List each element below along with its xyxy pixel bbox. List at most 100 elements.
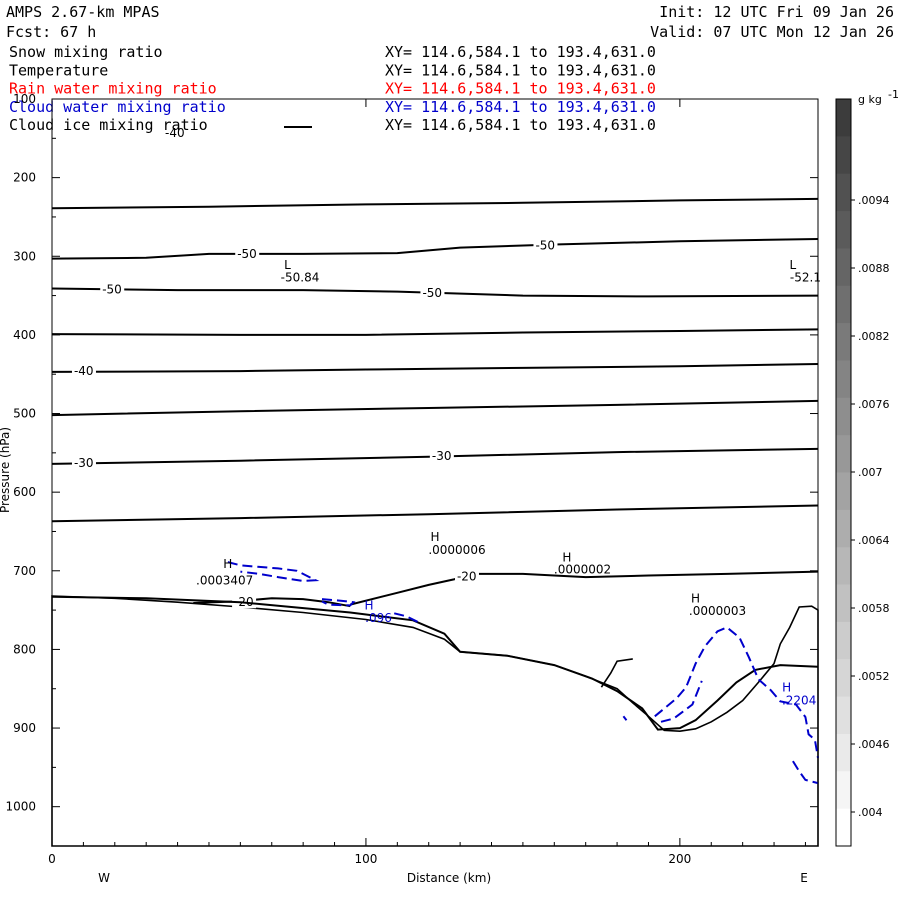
- legend-item-xy: XY= 114.6,584.1 to 193.4,631.0: [385, 80, 656, 98]
- high-marker: H: [365, 599, 374, 613]
- y-tick-label: 100: [13, 92, 36, 106]
- legend-item-name: Cloud water mixing ratio: [9, 98, 226, 116]
- colorbar-label: .0088: [858, 262, 890, 275]
- west-label: W: [98, 871, 110, 885]
- extremum-value: .0000006: [428, 543, 485, 557]
- legend-item-name: Cloud ice mixing ratio: [9, 116, 208, 134]
- x-axis-label: Distance (km): [407, 871, 491, 885]
- low-marker: L: [284, 258, 291, 272]
- contour-label: -40: [165, 126, 185, 140]
- temperature-isotherm: [51, 287, 819, 298]
- high-marker: H: [430, 530, 439, 544]
- colorbar-swatch: [836, 696, 851, 735]
- y-tick-label: 300: [13, 249, 36, 263]
- temperature-contours: -50-50-50 -50-40-30-30-20-20-40: [51, 126, 819, 731]
- high-marker: H: [782, 680, 791, 694]
- colorbar-swatch: [836, 621, 851, 660]
- colorbar-swatch: [836, 248, 851, 287]
- contour-label-bg: [71, 363, 96, 378]
- extremum-value: .2204: [782, 694, 816, 708]
- axes: 100 200 300 400 500 600 700 800 900 1000 0 100 200: [5, 92, 818, 866]
- forecast-hour: Fcst: 67 h: [6, 23, 96, 41]
- legend-item-xy: XY= 114.6,584.1 to 193.4,631.0: [385, 116, 656, 134]
- contour-label-bg: [71, 455, 96, 470]
- colorbar-label: .0076: [858, 398, 890, 411]
- terrain-valley-bump: [600, 658, 633, 688]
- colorbar-swatch: [836, 733, 851, 772]
- cloud-water-contour: [660, 680, 703, 723]
- contour-label-bg: [420, 285, 445, 300]
- contour-label-bg: [100, 281, 125, 296]
- terrain-fill: [51, 595, 819, 847]
- y-tick-label: 700: [13, 564, 36, 578]
- contour-label-bg: [454, 568, 479, 583]
- high-marker: H: [223, 557, 232, 571]
- colorbar-swatch: [836, 360, 851, 399]
- colorbar-swatch: [836, 99, 851, 137]
- legend-item-name: Rain water mixing ratio: [9, 80, 217, 98]
- temperature-isotherm: [51, 595, 819, 731]
- model-title: AMPS 2.67-km MPAS: [6, 3, 160, 21]
- colorbar-unit-exponent: -1: [888, 88, 899, 101]
- colorbar-swatch: [836, 211, 851, 249]
- extremum-value: .0000002: [554, 562, 611, 576]
- cloud-water-contour: [321, 598, 356, 607]
- colorbar-label: .007: [858, 466, 883, 479]
- contour-label-bg: [533, 237, 558, 252]
- colorbar-swatch: [836, 584, 851, 623]
- terrain-outline: [51, 595, 819, 847]
- contour-label: -50: [422, 286, 442, 300]
- contour-label: -30: [432, 449, 452, 463]
- temperature-isotherm: [51, 447, 819, 465]
- temperature-isotherm: [51, 328, 819, 336]
- legend-item-name: Snow mixing ratio: [9, 43, 163, 61]
- plot-frame: [51, 98, 819, 847]
- contour-label: -40: [74, 364, 94, 378]
- cloud-water-contour: [654, 626, 819, 759]
- colorbar-swatch: [836, 397, 851, 436]
- y-tick-label: 600: [13, 485, 36, 499]
- extremum-value: .0000003: [689, 604, 746, 618]
- cloud-water-contour: [622, 715, 628, 721]
- x-tick-label: 100: [354, 852, 377, 866]
- colorbar-swatch: [836, 547, 851, 586]
- extrema-annotations: H.0003407H.096H.0000006H.0000002H.000000…: [196, 258, 821, 708]
- contour-label: -20: [457, 569, 477, 583]
- temperature-isotherm: [51, 238, 819, 260]
- colorbar-swatch: [836, 509, 851, 548]
- temperature-isotherm: [51, 504, 819, 523]
- colorbar-swatch: [836, 136, 851, 175]
- contour-label: -50: [237, 247, 257, 261]
- east-label: E: [800, 871, 808, 885]
- extremum-value: -52.1: [790, 271, 821, 285]
- field-legend: Snow mixing ratio XY= 114.6,584.1 to 193.…: [9, 43, 656, 134]
- cloud-water-contours: [227, 561, 819, 785]
- init-time: Init: 12 UTC Fri 09 Jan 26: [659, 3, 894, 21]
- y-tick-label: 1000: [5, 800, 36, 814]
- colorbar-swatch: [836, 173, 851, 212]
- y-axis-label: Pressure (hPa): [0, 427, 12, 513]
- colorbar: g kg -1 .0094 .0088 .0082 .0076 .007 .0064 .0058…: [835, 88, 899, 847]
- legend-item-name: Temperature: [9, 61, 108, 79]
- legend-item-xy: XY= 114.6,584.1 to 193.4,631.0: [385, 98, 656, 116]
- legend-item-xy: XY= 114.6,584.1 to 193.4,631.0: [385, 61, 656, 79]
- temperature-isotherm: [51, 197, 819, 210]
- colorbar-swatch: [836, 808, 851, 847]
- y-tick-label: 800: [13, 642, 36, 656]
- contour-label-bg: [429, 447, 454, 462]
- contour-label-bg: [235, 245, 260, 260]
- extremum-value: -50.84: [281, 271, 320, 285]
- low-marker: L: [790, 258, 797, 272]
- cloud-water-contour: [227, 561, 320, 583]
- x-tick-label: 0: [48, 852, 56, 866]
- extremum-value: .0003407: [196, 573, 253, 587]
- colorbar-label: .0046: [858, 738, 890, 751]
- temperature-isotherm: [349, 570, 819, 606]
- high-marker: H: [691, 592, 700, 606]
- y-tick-label: 400: [13, 328, 36, 342]
- colorbar-swatch: [836, 323, 851, 361]
- valid-time: Valid: 07 UTC Mon 12 Jan 26: [650, 23, 894, 41]
- colorbar-swatch: [836, 771, 851, 810]
- cloud-water-contour: [792, 760, 819, 785]
- colorbar-label: .0052: [858, 670, 890, 683]
